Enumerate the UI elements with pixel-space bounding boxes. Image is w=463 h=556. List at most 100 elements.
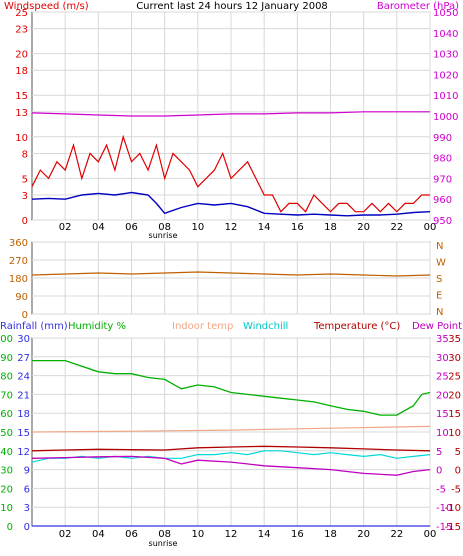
compass-label: E — [436, 291, 442, 302]
temperature-tick-label: -10 — [445, 503, 461, 514]
temperature-tick-label: 20 — [448, 390, 461, 401]
rainfall-tick-label: 15 — [17, 428, 30, 439]
temperature-label: Temperature (°C) — [313, 321, 400, 332]
compass-label: S — [436, 274, 442, 285]
direction-tick-label: 0 — [22, 310, 28, 321]
temperature-tick-label: 25 — [448, 372, 461, 383]
humidity-line — [32, 359, 431, 416]
dewpoint-tick-label: -10 — [436, 503, 452, 514]
dewpoint-tick-label: 0 — [436, 466, 442, 477]
barometer-tick-label: 970 — [433, 174, 452, 185]
dew-point-line — [31, 455, 431, 476]
rainfall-label: Rainfall (mm) — [0, 321, 68, 332]
humidity-tick-label: 50 — [0, 428, 13, 439]
rainfall-tick-label: 6 — [24, 484, 30, 495]
humidity-tick-label: 40 — [0, 447, 13, 458]
direction-panel-grid — [32, 241, 431, 315]
barometer-axis-label: Barometer (hPa) — [377, 1, 459, 12]
humidity-tick-label: 20 — [0, 484, 13, 495]
barometer-tick-label: 1020 — [433, 70, 458, 81]
x-tick-label: 20 — [357, 222, 370, 233]
x-tick-label: 22 — [390, 222, 403, 233]
windspeed-tick-label: 15 — [15, 91, 28, 102]
windspeed-tick-label: 20 — [15, 50, 28, 61]
dewpoint-tick-label: 5 — [436, 447, 442, 458]
direction-tick-label: 270 — [9, 256, 28, 267]
windspeed-tick-label: 18 — [15, 66, 28, 77]
x-tick-label: 16 — [291, 222, 304, 233]
x-tick-label: 18 — [324, 222, 337, 233]
x-tick-label: 12 — [225, 222, 238, 233]
windspeed-tick-label: 13 — [15, 108, 28, 119]
rainfall-tick-label: 3 — [24, 503, 30, 514]
indoor-temp-line — [31, 425, 431, 433]
dewpoint-tick-label: -5 — [436, 484, 446, 495]
humidity-tick-label: 10 — [0, 503, 13, 514]
humidity-tick-label: 70 — [0, 390, 13, 401]
rainfall-tick-label: 0 — [24, 522, 30, 533]
barometer-tick-label: 980 — [433, 154, 452, 165]
dewpoint-tick-label: 30 — [436, 353, 449, 364]
rainfall-tick-label: 21 — [17, 390, 30, 401]
windspeed-tick-label: 10 — [15, 133, 28, 144]
dewpoint-tick-label: 10 — [436, 428, 449, 439]
temperature-tick-label: 15 — [448, 409, 461, 420]
windchill-label: Windchill — [243, 321, 288, 332]
windspeed-axis-label: Windspeed (m/s) — [4, 1, 89, 12]
rainfall-tick-label: 27 — [17, 353, 30, 364]
chart-title: Current last 24 hours 12 January 2008 — [136, 1, 328, 12]
windspeed-tick-label: 8 — [22, 149, 28, 160]
dewpoint-tick-label: 20 — [436, 390, 449, 401]
humidity-tick-label: 30 — [0, 466, 13, 477]
x-tick-label: 06 — [125, 529, 138, 540]
x-tick-label: 06 — [125, 222, 138, 233]
x-tick-label: 10 — [191, 529, 204, 540]
x-tick-label: 20 — [357, 529, 370, 540]
wind-average-line — [31, 191, 431, 217]
sunrise-label-top: sunrise — [149, 231, 178, 240]
humidity-label: Humidity % — [68, 321, 126, 332]
x-tick-label: 02 — [59, 222, 72, 233]
x-tick-label: 10 — [191, 222, 204, 233]
barometer-tick-label: 1030 — [433, 50, 458, 61]
temperature-tick-label: 35 — [448, 334, 461, 345]
direction-tick-label: 360 — [9, 238, 28, 249]
rainfall-tick-label: 9 — [24, 466, 30, 477]
compass-label: W — [436, 258, 446, 269]
x-tick-label: 18 — [324, 529, 337, 540]
barometer-tick-label: 1010 — [433, 91, 458, 102]
direction-tick-label: 180 — [9, 274, 28, 285]
temperature-tick-label: -5 — [451, 484, 461, 495]
humidity-tick-label: 90 — [0, 353, 13, 364]
wind-direction-line — [31, 271, 431, 277]
temperature-tick-label: 10 — [448, 428, 461, 439]
x-tick-label: 08 — [158, 529, 171, 540]
barometer-tick-label: 990 — [433, 133, 452, 144]
x-tick-label: 12 — [225, 529, 238, 540]
windspeed-tick-label: 25 — [15, 8, 28, 19]
dewpoint-tick-label: 35 — [436, 334, 449, 345]
x-tick-label: 00 — [424, 222, 437, 233]
temperature-tick-label: 5 — [455, 447, 461, 458]
sunrise-label-bottom: sunrise — [149, 539, 178, 548]
x-tick-label: 14 — [258, 529, 271, 540]
dewpoint-tick-label: -15 — [436, 522, 452, 533]
windspeed-tick-label: 23 — [15, 25, 28, 36]
compass-label: N — [436, 241, 443, 252]
direction-tick-label: 90 — [15, 292, 28, 303]
x-tick-label: 00 — [424, 529, 437, 540]
compass-label: N — [436, 307, 443, 318]
dewpoint-tick-label: 15 — [436, 409, 449, 420]
humidity-tick-label: 100 — [0, 334, 13, 345]
x-tick-label: 04 — [92, 529, 105, 540]
dew-point-label: Dew Point — [412, 321, 462, 332]
barometer-tick-label: 960 — [433, 195, 452, 206]
wind-gust-line — [31, 134, 430, 213]
windspeed-tick-label: 3 — [22, 191, 28, 202]
temperature-tick-label: -15 — [445, 522, 461, 533]
windchill-line — [31, 450, 431, 463]
barometer-tick-label: 1040 — [433, 29, 458, 40]
rainfall-tick-label: 30 — [17, 334, 30, 345]
barometer-tick-label: 1050 — [433, 8, 458, 19]
